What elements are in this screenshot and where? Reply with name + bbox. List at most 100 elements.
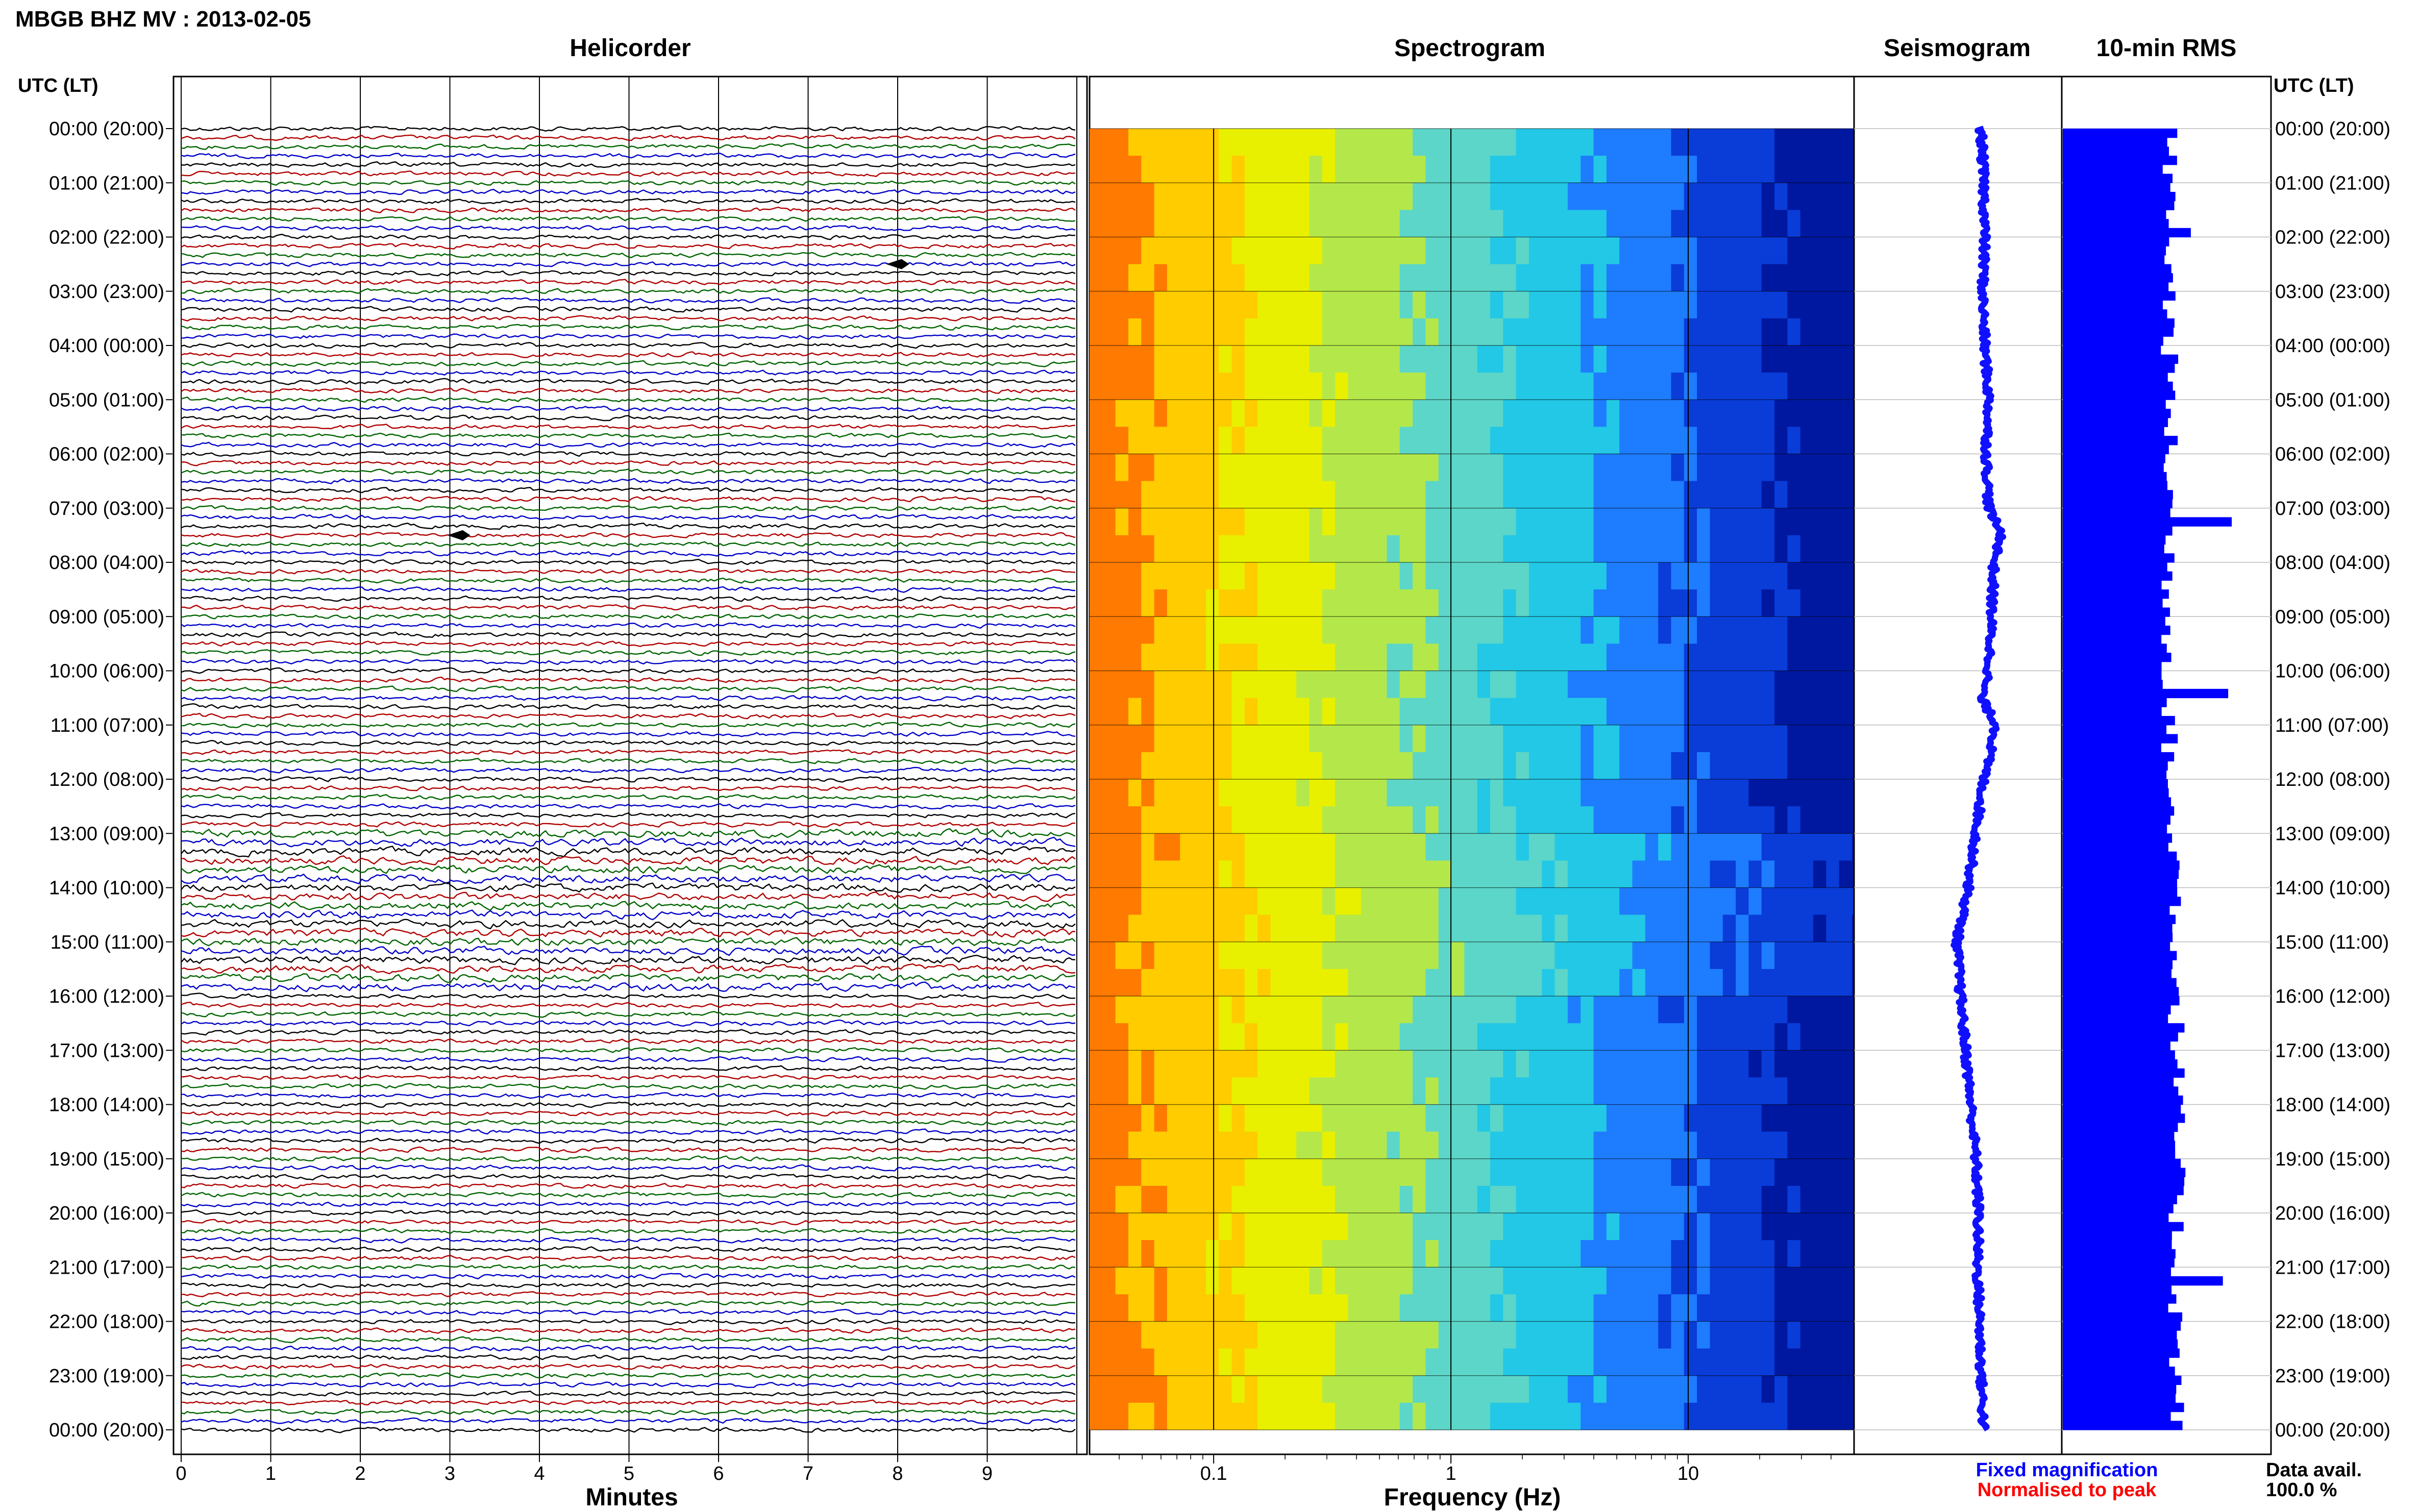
spectrogram-cell (1257, 752, 1271, 780)
spectrogram-cell (1787, 752, 1801, 780)
spectrogram-cell (1516, 1185, 1529, 1213)
spectrogram-cell (1710, 887, 1723, 915)
helicorder-trace (181, 324, 1076, 331)
time-tick-label: 12:00 (08:00) (49, 769, 164, 790)
rms-bar (2063, 653, 2171, 662)
spectrogram-cell (1257, 1375, 1271, 1403)
rms-bar (2063, 688, 2229, 699)
spectrogram-cell (1180, 210, 1194, 237)
helicorder-trace (181, 981, 1076, 993)
spectrogram-cell (1257, 643, 1271, 671)
spectrogram-cell (1710, 264, 1723, 292)
spectrogram-cell (1322, 969, 1336, 997)
spectrogram-cell (1774, 698, 1788, 726)
rms-bar (2063, 1303, 2168, 1313)
spectrogram-cell (1697, 616, 1711, 644)
spectrogram-cell (1567, 833, 1581, 861)
spectrogram-cell (1115, 1294, 1129, 1322)
spectrogram-cell (1141, 671, 1155, 699)
spectrogram-cell (1167, 671, 1180, 699)
spectrogram-cell (1839, 318, 1853, 346)
spectrogram-cell (1270, 1158, 1284, 1186)
spectrogram-cell (1813, 1077, 1826, 1105)
spectrogram-cell (1231, 1348, 1245, 1376)
spectrogram-cell (1141, 806, 1155, 834)
spectrogram-cell (1671, 210, 1685, 237)
spectrogram-cell (1528, 454, 1542, 482)
spectrogram-cell (1619, 1023, 1633, 1051)
spectrogram-cell (1800, 237, 1814, 265)
spectrogram-cell (1787, 698, 1801, 726)
spectrogram-cell (1438, 481, 1452, 509)
spectrogram-cell (1528, 969, 1542, 997)
spectrogram-cell (1154, 1348, 1168, 1376)
spectrogram-cell (1090, 806, 1103, 834)
spectrogram-cell (1671, 291, 1685, 319)
spectrogram-cell (1826, 1213, 1840, 1241)
spectrogram-cell (1722, 969, 1736, 997)
spectrogram-cell (1387, 941, 1400, 970)
rms-bar (2063, 580, 2162, 590)
spectrogram-cell (1141, 643, 1155, 671)
spectrogram-cell (1451, 1213, 1465, 1241)
spectrogram-cell (1205, 454, 1219, 482)
spectrogram-cell (1128, 806, 1142, 834)
spectrogram-cell (1219, 725, 1232, 753)
spectrogram-cell (1425, 345, 1439, 373)
spectrogram-cell (1270, 643, 1284, 671)
rms-bar (2063, 237, 2169, 246)
spectrogram-cell (1774, 264, 1788, 292)
spectrogram-cell (1231, 508, 1245, 536)
spectrogram-cell (1684, 481, 1697, 509)
spectrogram-cell (1257, 887, 1271, 915)
right-axis-label: UTC (LT) (2274, 75, 2354, 96)
spectrogram-cell (1193, 156, 1206, 183)
spectrogram-cell (1387, 156, 1400, 183)
spectrogram-cell (1839, 156, 1853, 183)
spectrogram-cell (1257, 264, 1271, 292)
rms-bar (2063, 1339, 2178, 1349)
spectrogram-cell (1335, 1104, 1349, 1132)
spectrogram-cell (1231, 969, 1245, 997)
spectrogram-cell (1335, 698, 1349, 726)
spectrogram-cell (1813, 562, 1826, 590)
spectrogram-cell (1490, 454, 1503, 482)
spectrogram-cell (1567, 1131, 1581, 1159)
spectrogram-cell (1167, 1321, 1180, 1349)
spectrogram-cell (1335, 156, 1349, 183)
spectrogram-cell (1528, 1402, 1542, 1430)
spectrogram-cell (1090, 373, 1103, 400)
helicorder-trace (181, 432, 1076, 439)
spectrogram-cell (1387, 1158, 1400, 1186)
spectrogram-cell (1516, 291, 1529, 319)
spectrogram-cell (1542, 671, 1556, 699)
spectrogram-cell (1296, 725, 1310, 753)
spectrogram-cell (1309, 1023, 1323, 1051)
spectrogram-cell (1542, 562, 1556, 590)
spectrogram-cell (1774, 752, 1788, 780)
spectrogram-cell (1761, 373, 1775, 400)
spectrogram-cell (1413, 1185, 1426, 1213)
spectrogram-cell (1710, 427, 1723, 454)
time-tick-label: 23:00 (19:00) (2275, 1366, 2390, 1387)
spectrogram-cell (1205, 1240, 1219, 1268)
spectrogram-cell (1425, 535, 1439, 563)
rms-bar (2063, 897, 2181, 906)
spectrogram-cell (1154, 291, 1168, 319)
spectrogram-cell (1710, 291, 1723, 319)
spectrogram-cell (1348, 1050, 1362, 1078)
spectrogram-cell (1335, 1077, 1349, 1105)
spectrogram-cell (1710, 318, 1723, 346)
spectrogram-cell (1710, 1185, 1723, 1213)
spectrogram-cell (1671, 481, 1685, 509)
spectrogram-cell (1748, 671, 1762, 699)
spectrogram-cell (1528, 589, 1542, 617)
spectrogram-cell (1399, 1375, 1413, 1403)
spectrogram-cell (1839, 1321, 1853, 1349)
spectrogram-cell (1632, 1267, 1646, 1295)
spectrogram-cell (1167, 1104, 1180, 1132)
spectrogram-cell (1477, 1077, 1491, 1105)
spectrogram-cell (1658, 1104, 1672, 1132)
spectrogram-cell (1090, 400, 1103, 427)
spectrogram-cell (1839, 698, 1853, 726)
